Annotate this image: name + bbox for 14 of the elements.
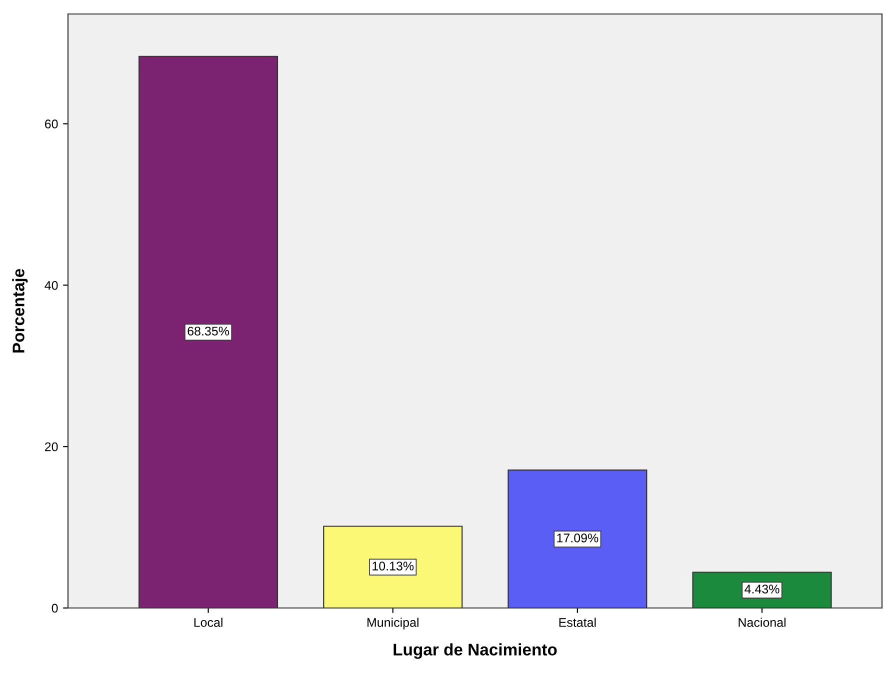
y-tick-label: 60 bbox=[45, 120, 58, 128]
y-axis-title: Porcentaje bbox=[12, 268, 28, 352]
data-label: 10.13% bbox=[372, 562, 414, 570]
y-tick-label: 40 bbox=[44, 280, 58, 290]
x-tick-label: Nacional bbox=[738, 618, 786, 627]
x-tick-label: Estatal bbox=[559, 618, 596, 627]
x-tick-label: Local bbox=[194, 618, 222, 627]
y-tick-label: 0 bbox=[52, 604, 58, 613]
data-label: 17.09% bbox=[557, 534, 598, 542]
y-tick-label: 20 bbox=[45, 442, 58, 452]
x-tick-label: Municipal bbox=[367, 618, 418, 630]
x-axis-title: Lugar de Nacimiento bbox=[394, 643, 557, 659]
data-label: 4.43% bbox=[744, 584, 780, 594]
data-label: 68.35% bbox=[188, 326, 230, 336]
